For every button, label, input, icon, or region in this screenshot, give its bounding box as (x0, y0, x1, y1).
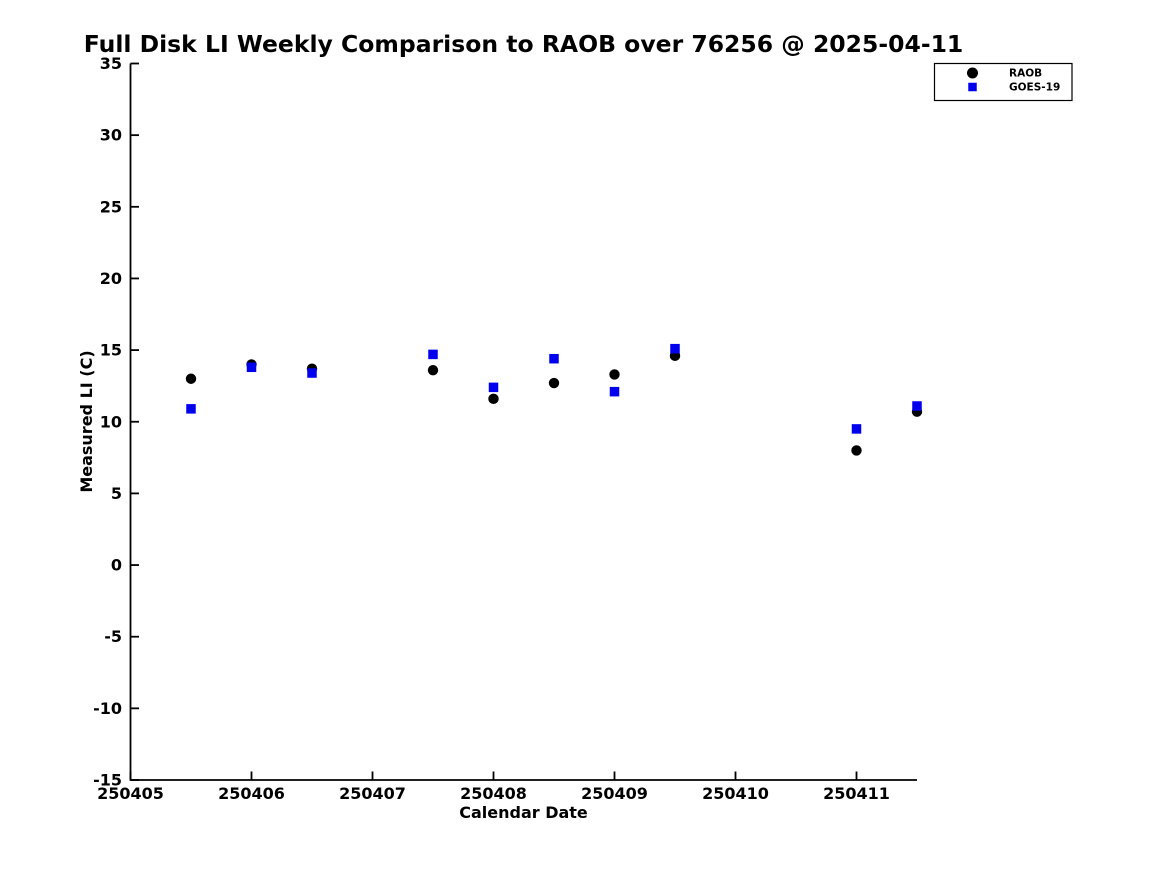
x-tick-label: 250406 (218, 784, 285, 803)
legend-marker-circle-icon (967, 67, 978, 79)
y-tick-label: 30 (100, 126, 122, 145)
data-point-goes-19 (851, 424, 862, 434)
y-tick-label: 25 (100, 197, 122, 216)
legend-box (933, 62, 1073, 102)
x-axis-label: Calendar Date (459, 803, 588, 822)
data-point-raob (851, 445, 862, 456)
data-point-goes-19 (428, 349, 438, 360)
x-tick-label: 250411 (823, 784, 890, 803)
data-point-goes-19 (307, 368, 317, 378)
data-point-goes-19 (488, 382, 499, 393)
y-tick-label: 15 (100, 341, 122, 360)
data-point-goes-19 (609, 386, 620, 397)
y-tick-label: -10 (93, 699, 122, 718)
data-point-raob (609, 369, 620, 380)
x-tick-label: 250408 (460, 784, 527, 803)
data-point-goes-19 (549, 353, 559, 364)
legend-label: RAOB (1009, 68, 1042, 80)
legend-marker-square-icon (968, 82, 977, 92)
chart-title: Full Disk LI Weekly Comparison to RAOB o… (84, 30, 964, 58)
x-tick-label: 250405 (97, 784, 164, 803)
data-point-goes-19 (670, 343, 680, 354)
legend-label: GOES-19 (1009, 82, 1060, 94)
data-point-goes-19 (912, 401, 922, 411)
x-tick-label: 250407 (339, 784, 406, 803)
data-point-raob (488, 393, 499, 405)
y-axis-label: Measured LI (C) (77, 350, 96, 492)
y-tick-label: 20 (100, 269, 122, 288)
data-point-raob (427, 364, 439, 376)
y-tick-label: 35 (100, 54, 122, 73)
y-tick-label: 5 (111, 484, 122, 503)
data-point-goes-19 (246, 362, 257, 373)
x-tick-label: 250409 (581, 784, 648, 803)
y-tick-label: 0 (111, 556, 122, 575)
data-point-raob (548, 377, 560, 389)
y-tick-label: -15 (93, 771, 122, 790)
y-tick-label: 10 (100, 412, 122, 431)
y-tick-label: -5 (104, 627, 122, 646)
data-point-goes-19 (186, 404, 196, 414)
data-point-raob (185, 373, 197, 384)
x-tick-label: 250410 (702, 784, 769, 803)
